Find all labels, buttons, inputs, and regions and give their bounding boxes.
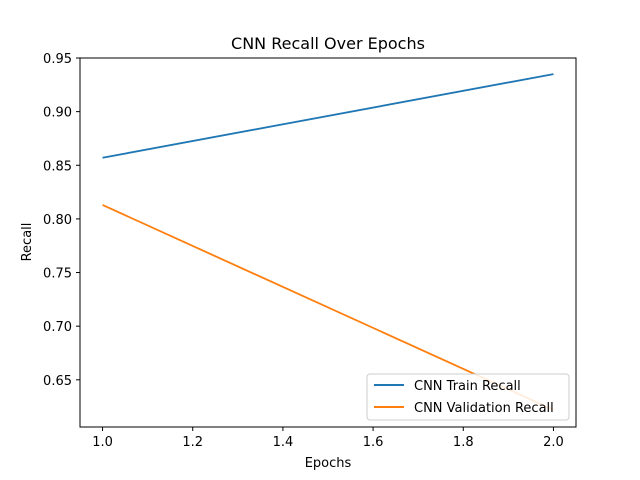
y-tick-label: 0.95 bbox=[43, 52, 72, 67]
x-tick-label: 2.0 bbox=[543, 435, 564, 450]
x-tick-label: 1.0 bbox=[92, 435, 113, 450]
y-tick-label: 0.85 bbox=[43, 159, 72, 174]
y-tick-label: 0.65 bbox=[43, 374, 72, 389]
plot-area bbox=[80, 58, 576, 427]
y-tick-label: 0.90 bbox=[43, 106, 72, 121]
y-tick-label: 0.75 bbox=[43, 267, 72, 282]
x-tick-label: 1.2 bbox=[182, 435, 203, 450]
x-tick-label: 1.4 bbox=[273, 435, 294, 450]
legend-label-validation: CNN Validation Recall bbox=[414, 401, 554, 416]
chart-title: CNN Recall Over Epochs bbox=[231, 34, 425, 53]
y-tick-label: 0.80 bbox=[43, 213, 72, 228]
y-axis: 0.65 0.70 0.75 0.80 0.85 0.90 0.95 bbox=[43, 52, 80, 389]
x-tick-label: 1.6 bbox=[363, 435, 384, 450]
x-axis-label: Epochs bbox=[305, 456, 352, 471]
legend-label-train: CNN Train Recall bbox=[414, 379, 521, 394]
x-tick-label: 1.8 bbox=[453, 435, 474, 450]
x-axis: 1.0 1.2 1.4 1.6 1.8 2.0 bbox=[92, 427, 564, 450]
legend: CNN Train Recall CNN Validation Recall bbox=[366, 373, 570, 421]
plot-frame bbox=[79, 57, 577, 428]
y-tick-label: 0.70 bbox=[43, 320, 72, 335]
y-axis-label: Recall bbox=[20, 223, 35, 262]
legend-box bbox=[366, 373, 570, 421]
series-line-train-recall bbox=[102, 73, 554, 159]
plot-background bbox=[80, 58, 576, 427]
